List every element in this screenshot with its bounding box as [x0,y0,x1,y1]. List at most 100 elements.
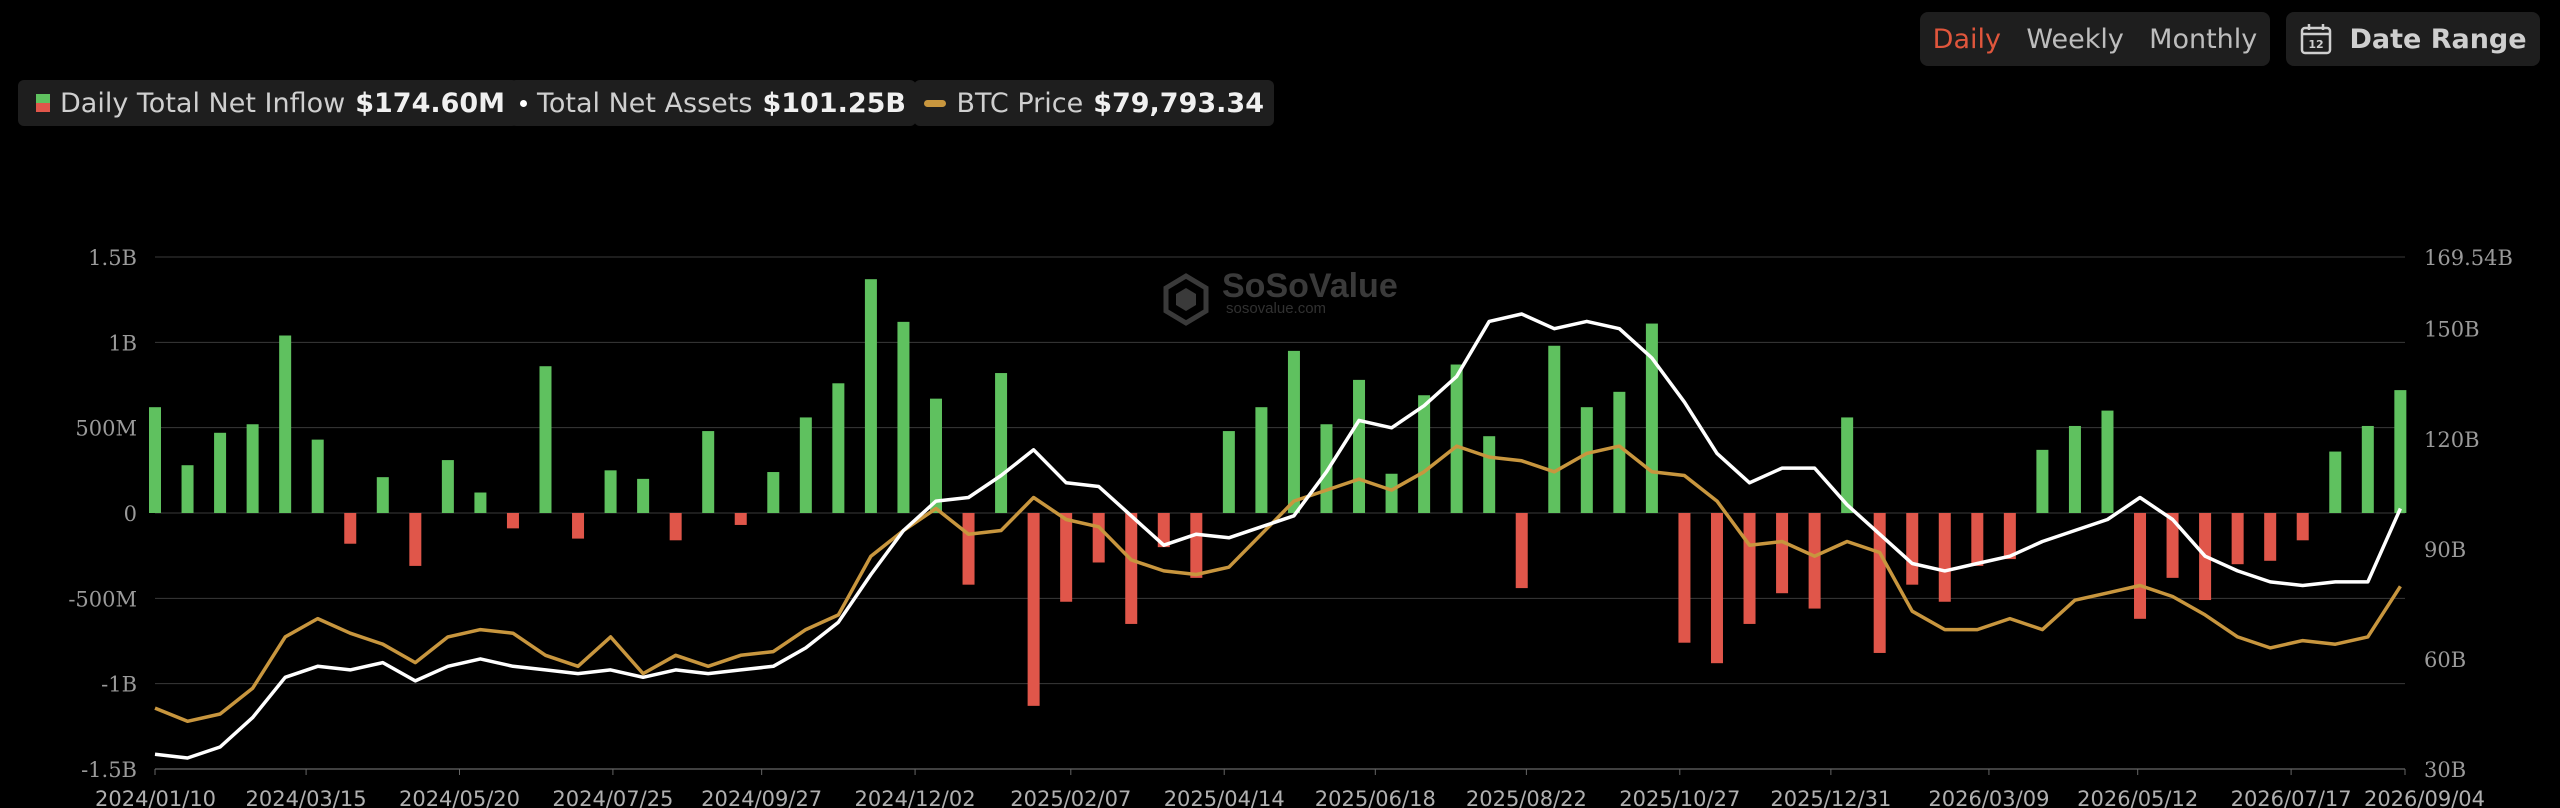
net-inflow-bar[interactable] [1548,345,1561,513]
net-inflow-bar[interactable] [1157,513,1170,548]
net-inflow-bar[interactable] [2068,425,2081,513]
legend-btc-price[interactable]: BTC Price $79,793.34 [914,80,1274,126]
legend-btc-label: BTC Price [956,87,1084,119]
net-inflow-bar[interactable] [1190,513,1203,578]
right-axis-tick-label: 150B [2424,318,2480,342]
net-inflow-bar[interactable] [734,513,747,525]
net-inflow-bar[interactable] [1287,350,1300,513]
x-axis-tick-label: 2025/10/27 [1619,787,1740,808]
net-inflow-bar[interactable] [1613,391,1626,513]
net-inflow-bar[interactable] [1515,513,1528,589]
x-axis-tick-label: 2025/08/22 [1466,787,1587,808]
net-inflow-bar[interactable] [1580,407,1593,513]
calendar-icon: 12 [2301,24,2332,55]
net-inflow-bar[interactable] [441,460,454,513]
net-inflow-bar[interactable] [311,439,324,513]
net-inflow-bar[interactable] [2101,410,2114,513]
net-inflow-bar[interactable] [539,366,552,513]
net-inflow-bar[interactable] [2361,425,2374,513]
net-inflow-bar[interactable] [1841,417,1854,513]
date-range-button[interactable]: 12 Date Range [2286,12,2540,66]
net-inflow-bar[interactable] [637,478,650,513]
period-tab-weekly[interactable]: Weekly [2026,23,2124,55]
net-inflow-bar[interactable] [1776,513,1789,594]
net-inflow-bar[interactable] [1125,513,1138,624]
net-inflow-bar[interactable] [1483,436,1496,513]
net-inflow-bar[interactable] [669,513,682,541]
x-axis-tick-label: 2024/09/27 [701,787,822,808]
net-inflow-bar[interactable] [344,513,357,544]
net-inflow-bar[interactable] [767,472,780,513]
btc-price-line[interactable] [154,444,2402,724]
net-inflow-bar[interactable] [2231,513,2244,565]
period-tab-monthly[interactable]: Monthly [2149,23,2258,55]
net-inflow-bar[interactable] [929,398,942,513]
legend-total-net-assets[interactable]: Total Net Assets $101.25B [510,80,916,126]
legend-daily-net-inflow[interactable]: Daily Total Net Inflow $174.60M [18,80,518,126]
net-inflow-bar[interactable] [2134,513,2147,619]
calendar-day-text: 12 [2309,38,2324,51]
sosovalue-logo-icon [1163,273,1209,326]
right-axis-tick-label: 90B [2424,538,2466,562]
net-inflow-bar[interactable] [409,513,422,566]
net-inflow-bar[interactable] [1060,513,1073,602]
net-inflow-bar[interactable] [799,417,812,513]
net-inflow-bar[interactable] [1418,395,1431,513]
x-axis-tick-label: 2025/04/14 [1164,787,1285,808]
net-inflow-bar[interactable] [1938,513,1951,602]
right-axis-tick-label: 120B [2424,428,2480,452]
net-inflow-bar[interactable] [376,477,389,513]
net-inflow-bar[interactable] [2296,513,2309,541]
net-inflow-bar[interactable] [1645,323,1658,513]
x-axis-tick-label: 2026/07/17 [2231,787,2352,808]
left-axis-tick-label: 1.5B [88,246,137,270]
net-inflow-bar[interactable] [2036,449,2049,513]
net-inflow-bar[interactable] [962,513,975,585]
net-inflow-bar[interactable] [246,424,259,513]
net-inflow-bar[interactable] [1255,407,1268,513]
legend-assets-label: Total Net Assets [536,87,753,119]
period-tab-daily[interactable]: Daily [1932,23,2001,55]
right-axis-tick-label: 60B [2424,648,2466,672]
net-inflow-bar[interactable] [2003,513,2016,560]
net-inflow-bar[interactable] [1710,513,1723,664]
net-inflow-bar[interactable] [1906,513,1919,585]
net-inflow-bar[interactable] [1873,513,1886,653]
net-inflow-bar[interactable] [995,373,1008,513]
total-net-assets-line[interactable] [154,312,2402,760]
net-inflow-bar[interactable] [181,465,194,513]
net-inflow-bar[interactable] [1971,513,1984,566]
x-axis-tick-label: 2026/03/09 [1928,787,2049,808]
period-selector: Daily Weekly Monthly [1920,12,2270,66]
net-inflow-bar[interactable] [1222,431,1235,513]
net-inflow-bar[interactable] [832,383,845,513]
net-inflow-bar[interactable] [604,470,617,513]
net-inflow-bar[interactable] [1353,379,1366,513]
net-inflow-bar[interactable] [1808,513,1821,609]
watermark-site: sosovalue.com [1226,300,1326,317]
net-inflow-bar[interactable] [702,431,715,513]
net-inflow-bar[interactable] [506,513,519,529]
net-inflow-bar[interactable] [2166,513,2179,578]
net-inflow-bar[interactable] [1027,513,1040,706]
watermark-brand: SoSoValue [1222,267,1398,305]
net-inflow-bar[interactable] [572,513,585,539]
net-inflow-bar[interactable] [1092,513,1105,563]
sosovalue-watermark: SoSoValue sosovalue.com [1163,267,1398,326]
net-inflow-bar[interactable] [2264,513,2277,561]
net-inflow-bar[interactable] [1678,513,1691,643]
net-inflow-bar[interactable] [864,279,877,513]
net-inflow-bar[interactable] [1450,364,1463,513]
net-inflow-bar[interactable] [897,321,910,513]
net-inflow-bar[interactable] [279,335,292,513]
net-inflow-bar[interactable] [214,432,227,513]
net-inflow-bar[interactable] [2329,451,2342,513]
net-inflow-bar[interactable] [474,492,487,513]
net-inflow-bar[interactable] [1743,513,1756,624]
x-axis-tick-label: 2024/03/15 [246,787,367,808]
net-inflow-bar[interactable] [2394,390,2407,513]
legend-inflow-value: $174.60M [355,87,506,119]
net-inflow-bar[interactable] [149,407,161,513]
net-inflow-bar[interactable] [1385,473,1398,513]
